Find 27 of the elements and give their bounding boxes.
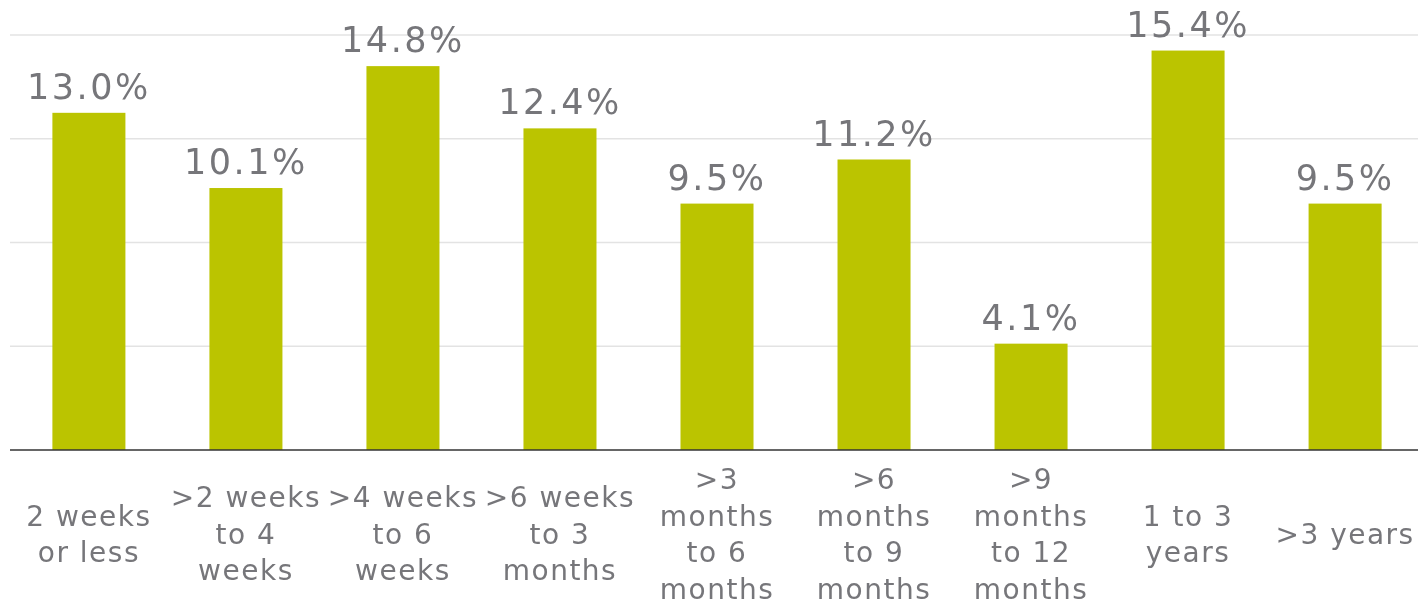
- x-tick-label: >6 weeks to 3 months: [484, 481, 636, 588]
- bar: [837, 159, 911, 450]
- bar: [1308, 203, 1382, 450]
- bar: [1151, 50, 1225, 450]
- data-label: 12.4%: [498, 82, 622, 123]
- data-label: 15.4%: [1126, 4, 1250, 45]
- bar: [994, 343, 1068, 450]
- bar: [209, 188, 283, 450]
- x-tick-label: >4 weeks to 6 weeks: [327, 481, 479, 588]
- bar: [366, 66, 440, 450]
- x-tick-label: 2 weeks or less: [26, 499, 152, 570]
- data-label: 9.5%: [1295, 157, 1395, 198]
- data-label: 4.1%: [981, 297, 1081, 338]
- bar: [52, 112, 126, 450]
- x-tick-label: >3 months to 6 months: [659, 463, 775, 604]
- data-label: 11.2%: [812, 113, 936, 154]
- data-label: 9.5%: [667, 157, 767, 198]
- data-label: 14.8%: [341, 20, 465, 61]
- x-tick-label: >3 years: [1275, 517, 1415, 551]
- x-tick-label: >9 months to 12 months: [973, 463, 1089, 604]
- x-tick-label: >6 months to 9 months: [816, 463, 932, 604]
- x-tick-label: >2 weeks to 4 weeks: [170, 481, 322, 588]
- x-tick-label: 1 to 3 years: [1142, 499, 1234, 570]
- bar: [680, 203, 754, 450]
- data-label: 10.1%: [184, 142, 308, 183]
- data-label: 13.0%: [27, 66, 151, 107]
- bar: [523, 128, 597, 450]
